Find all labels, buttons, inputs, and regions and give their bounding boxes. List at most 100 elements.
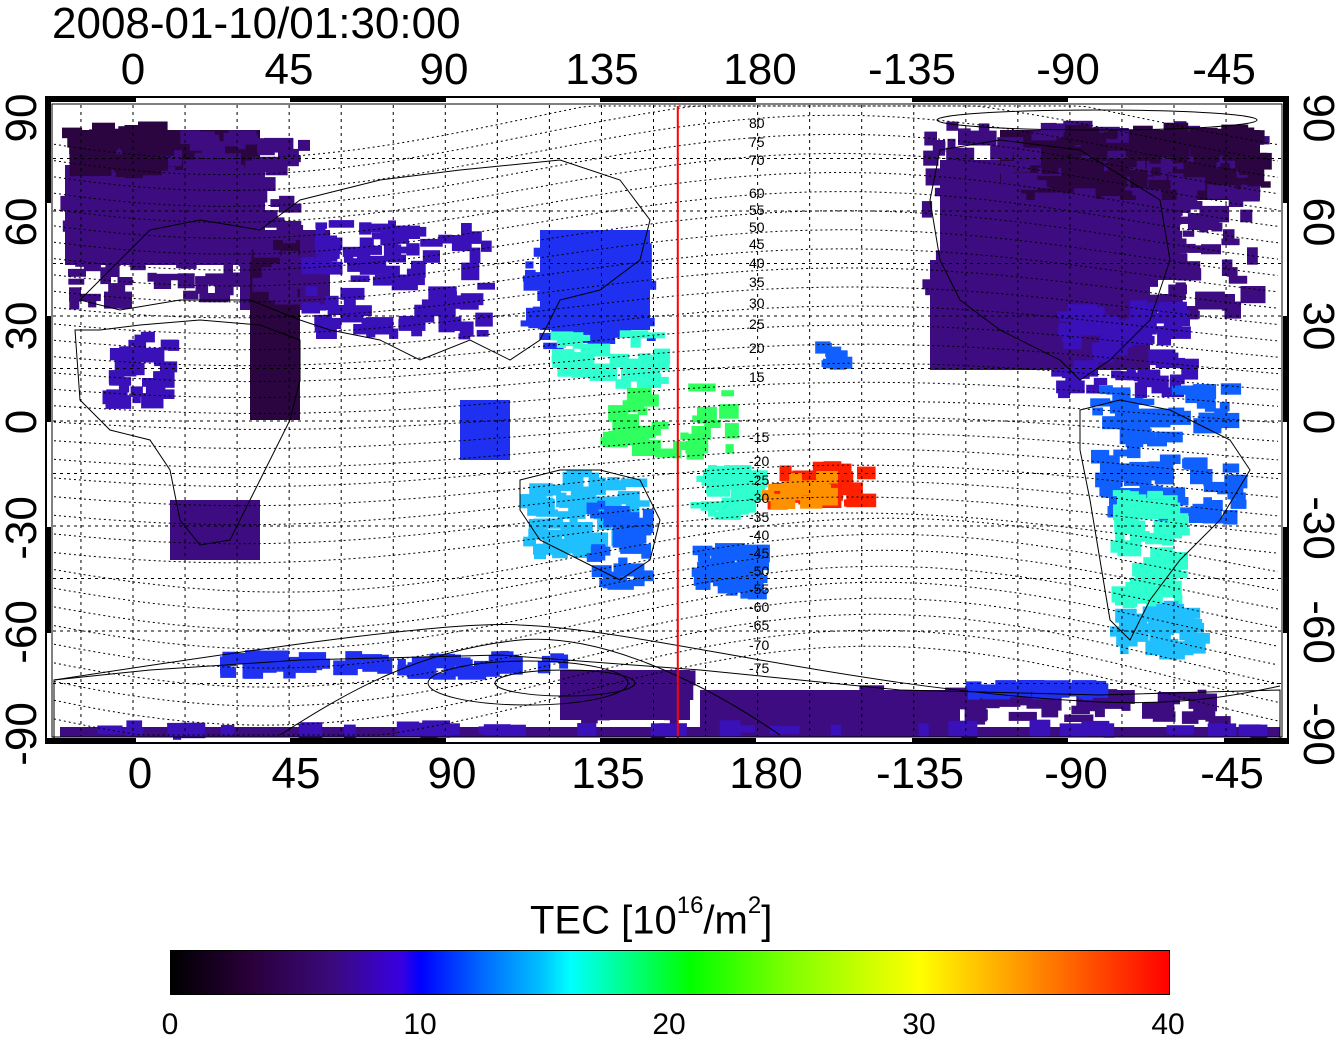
tec-patch bbox=[740, 581, 764, 599]
tec-patch bbox=[556, 484, 584, 492]
contour-label: -20 bbox=[749, 453, 770, 469]
tec-patch bbox=[834, 471, 854, 488]
tec-patch bbox=[730, 725, 756, 733]
map-title: 2008-01-10/01:30:00 bbox=[52, 0, 461, 48]
coastline bbox=[1079, 399, 1251, 641]
tec-patch bbox=[481, 240, 492, 252]
coastline bbox=[53, 654, 1281, 740]
tec-patch bbox=[584, 290, 596, 301]
tec-patch bbox=[234, 165, 245, 175]
tec-patch bbox=[725, 444, 734, 454]
tec-patch bbox=[1079, 325, 1105, 336]
tec-patch bbox=[1075, 167, 1103, 184]
tec-patch bbox=[228, 130, 257, 137]
tec-patch bbox=[727, 546, 752, 556]
tec-patch bbox=[497, 724, 526, 737]
tec-patch bbox=[1158, 301, 1187, 311]
tec-patch bbox=[270, 199, 292, 207]
tec-patch bbox=[68, 278, 85, 285]
tec-patch bbox=[1222, 463, 1240, 473]
tec-patch bbox=[634, 674, 664, 684]
magnetic-contour bbox=[53, 432, 1279, 468]
tec-patch bbox=[714, 512, 741, 520]
magnetic-contour bbox=[53, 565, 1279, 650]
tec-patch bbox=[721, 497, 740, 509]
colorbar-title-unit: /m bbox=[703, 898, 748, 943]
tec-patch bbox=[138, 158, 161, 170]
tec-patch bbox=[1029, 282, 1059, 290]
tec-patch bbox=[1082, 272, 1102, 286]
tec-patch bbox=[398, 315, 426, 331]
tec-patch bbox=[552, 546, 568, 559]
frame-tick-bar bbox=[600, 97, 756, 102]
tec-patch bbox=[109, 348, 136, 361]
tec-patch bbox=[1051, 369, 1078, 377]
tec-patch bbox=[1125, 318, 1138, 335]
tec-patch bbox=[119, 301, 129, 309]
tec-patch bbox=[124, 125, 145, 135]
contour-label: -30 bbox=[749, 490, 770, 506]
tec-patch bbox=[92, 122, 115, 133]
tec-patch bbox=[1128, 512, 1147, 519]
tec-patch bbox=[607, 580, 634, 590]
tec-patch bbox=[1219, 401, 1230, 412]
tec-patch bbox=[1032, 687, 1061, 699]
tec-patch bbox=[146, 147, 175, 156]
tec-patch bbox=[644, 695, 670, 709]
tec-patch bbox=[406, 243, 420, 256]
tec-patch bbox=[859, 685, 885, 700]
tec-patch bbox=[1211, 222, 1223, 232]
tec-patch bbox=[615, 429, 645, 440]
tec-patch bbox=[316, 327, 337, 339]
top-lon-tick: 90 bbox=[419, 45, 469, 94]
tec-patch bbox=[852, 482, 863, 500]
tec-patch bbox=[658, 376, 669, 384]
tec-patch bbox=[1096, 132, 1107, 148]
tec-patch bbox=[391, 275, 418, 291]
tec-patch bbox=[1138, 588, 1160, 600]
tec-patch bbox=[223, 155, 232, 170]
tec-patch bbox=[727, 578, 738, 596]
tec-patch bbox=[1220, 383, 1242, 395]
contour-label: -50 bbox=[749, 563, 770, 579]
tec-patch bbox=[461, 262, 480, 281]
tec-patch bbox=[946, 147, 975, 164]
tec-patch bbox=[225, 234, 236, 249]
tec-patch bbox=[279, 290, 292, 302]
tec-patch bbox=[1160, 700, 1175, 714]
tec-patch bbox=[1082, 684, 1093, 700]
tec-patch bbox=[1104, 346, 1117, 355]
tec-patch bbox=[1234, 127, 1255, 138]
tec-patch bbox=[1127, 150, 1151, 161]
contour-label: 15 bbox=[749, 369, 765, 385]
magnetic-contour-solid bbox=[53, 623, 1281, 704]
tec-patch bbox=[1134, 464, 1163, 481]
tec-patch bbox=[151, 239, 180, 252]
bottom-lon-tick: 90 bbox=[427, 749, 477, 798]
top-lon-tick: 180 bbox=[723, 45, 797, 94]
tec-patch bbox=[733, 581, 745, 593]
tec-patch bbox=[762, 490, 775, 501]
tec-patch bbox=[550, 534, 563, 550]
tec-patch bbox=[1126, 368, 1136, 381]
tec-patch bbox=[1160, 638, 1179, 648]
contour-label: -65 bbox=[749, 617, 770, 633]
tec-patch bbox=[543, 342, 564, 350]
tec-patch bbox=[129, 185, 141, 202]
tec-patch bbox=[985, 239, 1015, 257]
tec-patch bbox=[1177, 507, 1197, 516]
tec-patch bbox=[544, 484, 561, 496]
tec-patch bbox=[1107, 158, 1130, 175]
tec-patch bbox=[1216, 294, 1235, 306]
tec-patch bbox=[636, 263, 652, 271]
tec-patch bbox=[550, 249, 563, 256]
tec-patch bbox=[631, 429, 656, 439]
tec-patch bbox=[343, 298, 356, 313]
tec-patch bbox=[132, 396, 141, 404]
tec-patch bbox=[226, 199, 239, 217]
tec-patch bbox=[1079, 213, 1088, 232]
tec-patch bbox=[182, 243, 211, 257]
tec-patch bbox=[117, 277, 133, 286]
tec-patch bbox=[1211, 172, 1221, 179]
tec-patch bbox=[978, 123, 990, 134]
